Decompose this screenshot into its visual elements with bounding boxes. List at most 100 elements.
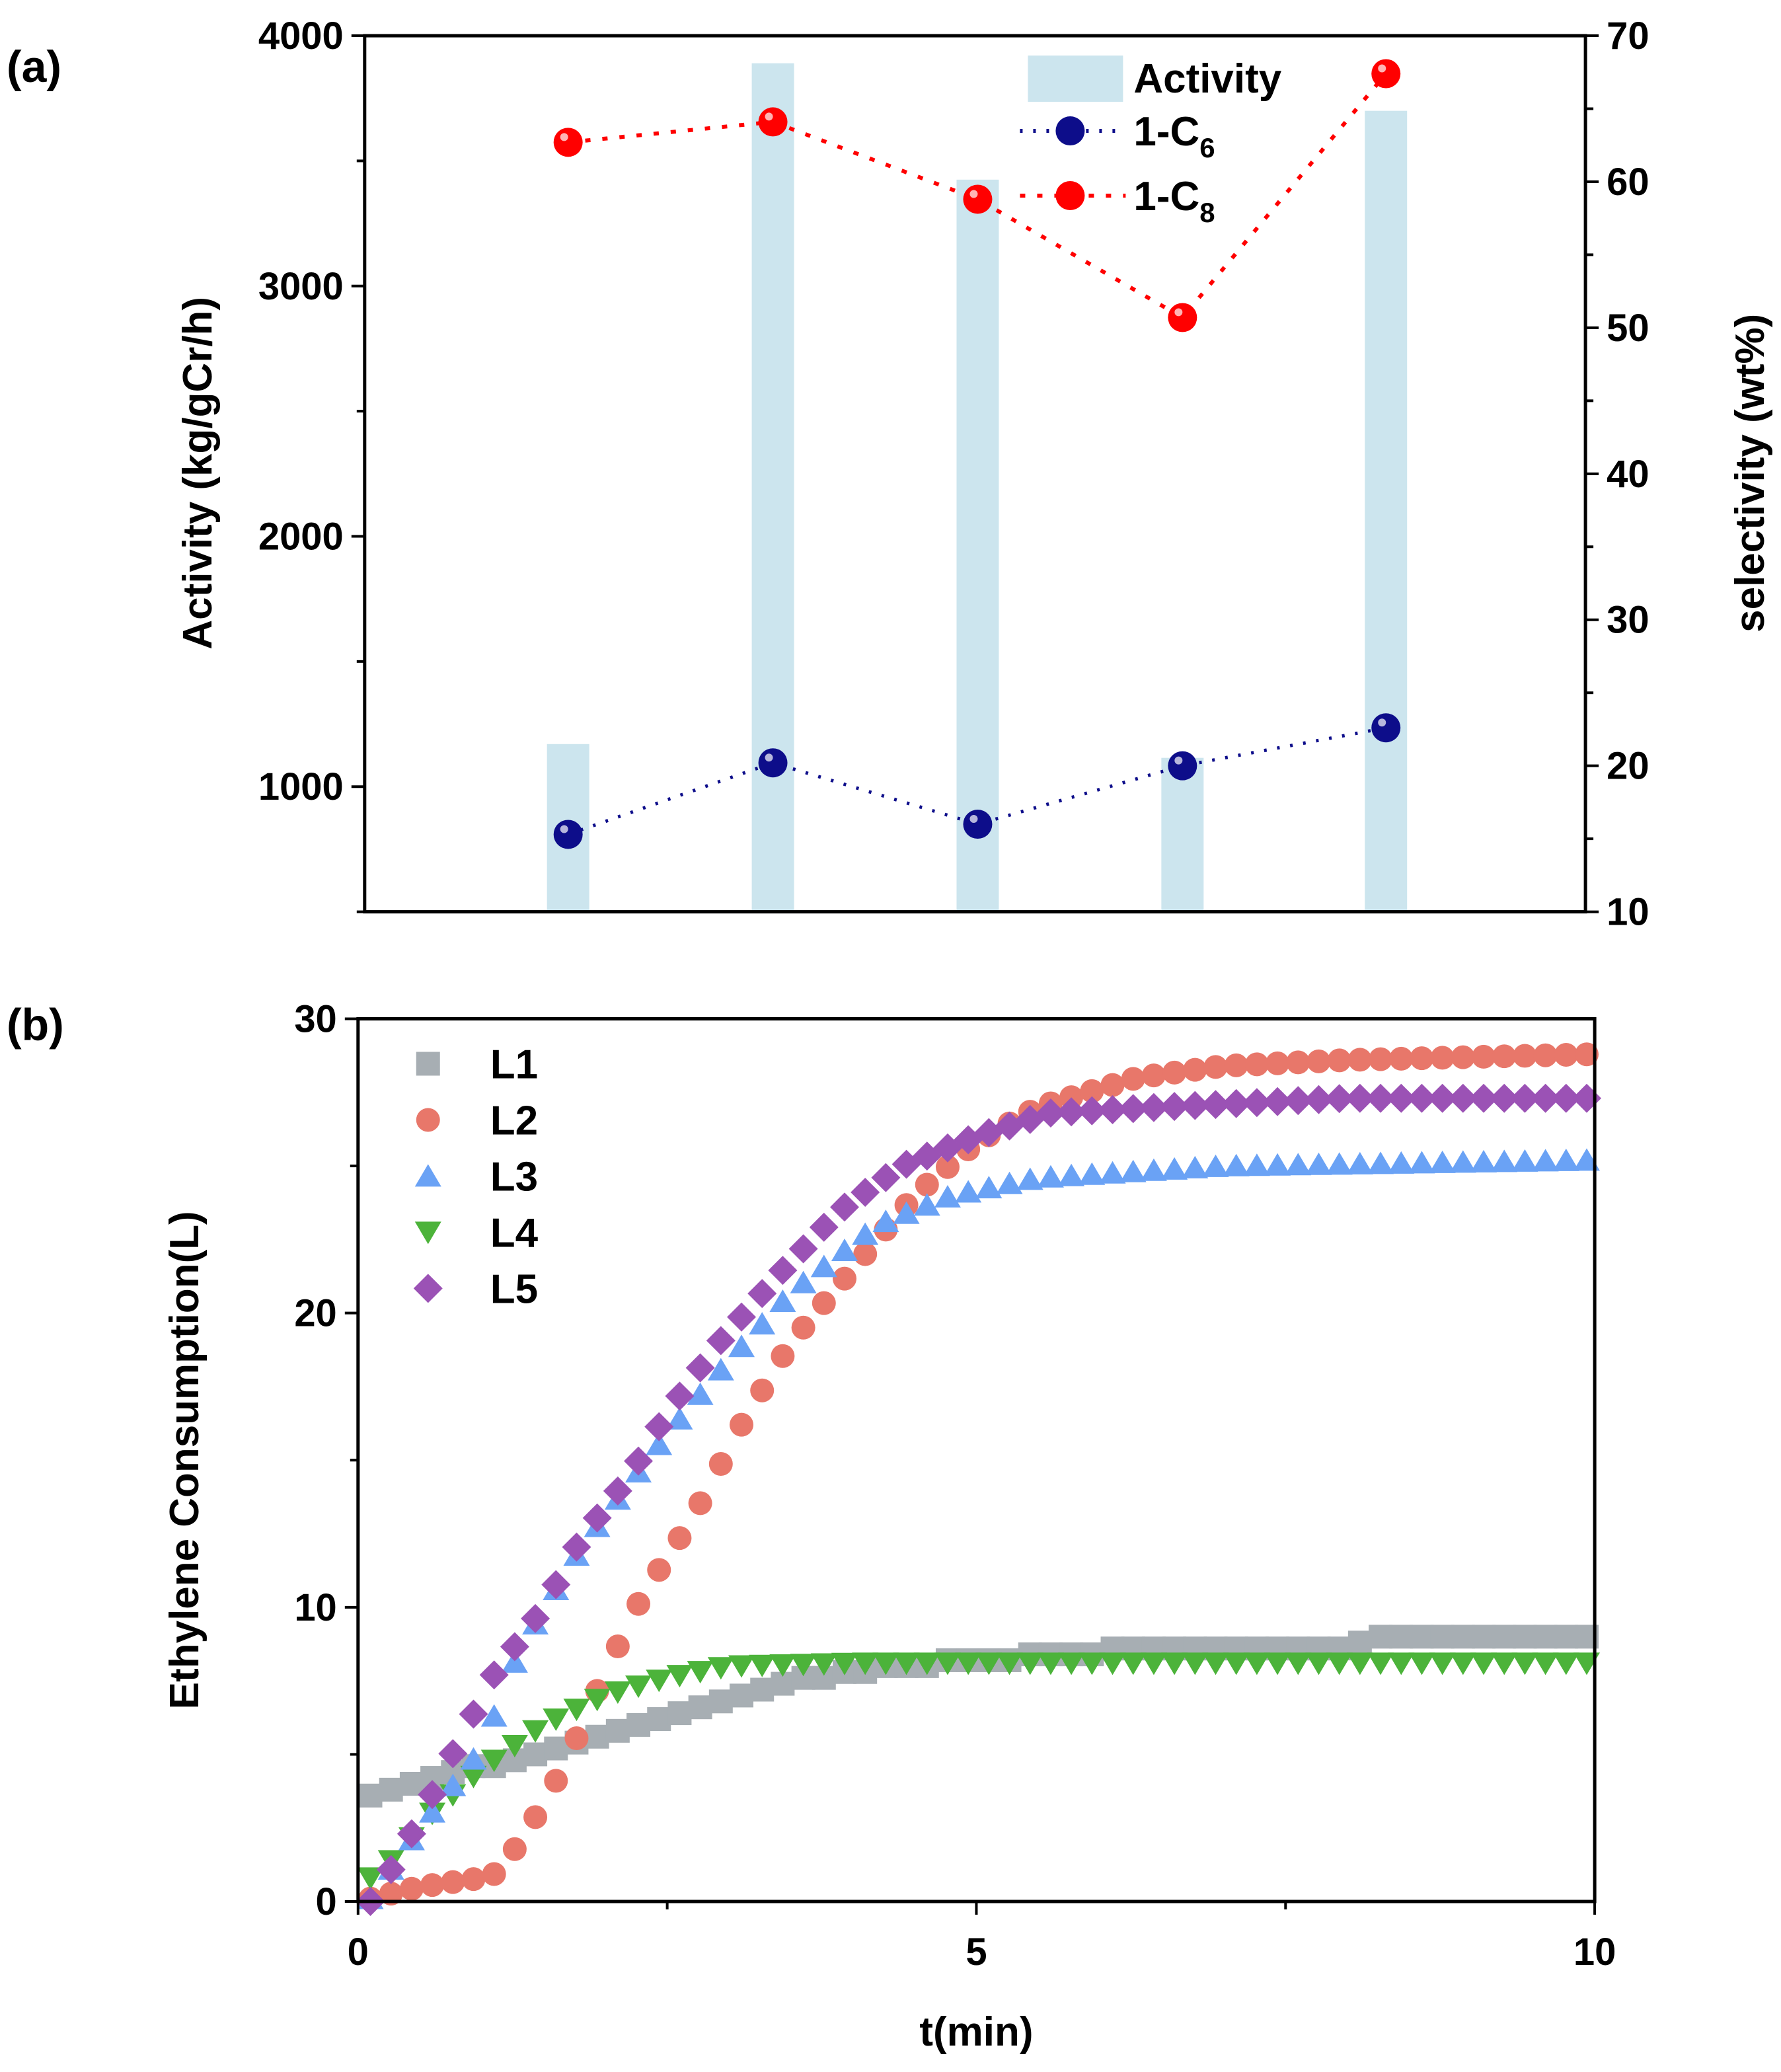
data-point: [439, 1773, 467, 1796]
data-point: [1554, 1042, 1578, 1067]
legend-label: L2: [490, 1098, 538, 1143]
data-point: [1369, 1625, 1393, 1649]
data-point: [707, 1358, 734, 1381]
legend-marker: [414, 1221, 441, 1245]
data-point: [419, 1800, 446, 1823]
data-point: [626, 1592, 651, 1616]
data-point: [1304, 1085, 1334, 1114]
data-point: [544, 1736, 568, 1761]
data-point: [1388, 1151, 1415, 1174]
data-point: [913, 1652, 940, 1675]
data-point: [1386, 1083, 1416, 1113]
x-tick-label: 10: [1573, 1931, 1616, 1974]
data-point: [730, 1683, 754, 1708]
data-point: [747, 1279, 777, 1309]
data-point: [1016, 1167, 1043, 1190]
data-point: [1264, 1652, 1291, 1675]
data-point: [1162, 1060, 1187, 1085]
data-point: [1080, 1079, 1104, 1103]
point-highlight: [765, 112, 773, 121]
data-point: [460, 1765, 487, 1788]
data-point: [1449, 1652, 1476, 1675]
data-point: [749, 1654, 776, 1677]
data-point: [1430, 1046, 1455, 1070]
data-point: [523, 1805, 548, 1829]
data-point: [1326, 1152, 1353, 1175]
data-point: [1346, 1151, 1373, 1174]
data-point: [1305, 1152, 1332, 1175]
chart-b: 0 5 10 0 10 20 30 t(min) Ethylene Consumption(L)…: [162, 999, 1616, 2055]
selectivity-point: [1371, 713, 1401, 743]
data-point: [790, 1270, 817, 1293]
data-point: [1572, 1083, 1601, 1113]
data-point: [1244, 1052, 1269, 1077]
data-point: [1513, 1625, 1537, 1649]
point-highlight: [560, 133, 568, 141]
data-point: [502, 1837, 527, 1861]
point-highlight: [1378, 64, 1386, 73]
data-point: [687, 1661, 714, 1684]
data-point: [1243, 1652, 1270, 1675]
data-point: [584, 1689, 611, 1712]
data-point: [851, 1178, 880, 1208]
data-point: [420, 1873, 445, 1898]
data-point: [1016, 1652, 1043, 1675]
data-point: [544, 1769, 568, 1793]
data-point: [872, 1652, 899, 1675]
data-point: [1161, 1157, 1188, 1180]
data-point: [769, 1289, 796, 1313]
left-tick-label: 4000: [258, 15, 344, 58]
data-point: [707, 1657, 734, 1680]
data-point: [769, 1654, 796, 1677]
data-point: [1388, 1652, 1415, 1675]
data-point: [790, 1654, 817, 1677]
selectivity-point: [963, 184, 993, 214]
data-point: [1202, 1154, 1229, 1177]
data-point: [1552, 1652, 1579, 1675]
selectivity-point: [1168, 303, 1197, 332]
data-point: [1552, 1148, 1579, 1171]
data-point: [1224, 1053, 1248, 1077]
data-point: [852, 1222, 879, 1245]
data-point: [1058, 1652, 1085, 1675]
point-highlight: [1378, 718, 1386, 727]
data-point: [357, 1867, 384, 1890]
right-tick-label: 30: [1607, 599, 1649, 642]
data-point: [1119, 1652, 1147, 1675]
y-tick-label: 20: [294, 1293, 336, 1335]
legend-label-selectivity: 1-C6: [1133, 109, 1215, 163]
data-point: [810, 1254, 837, 1278]
selectivity-point: [1371, 59, 1401, 89]
data-point: [1575, 1042, 1599, 1067]
data-point: [750, 1378, 775, 1402]
data-point: [521, 1603, 550, 1633]
right-tick-label: 70: [1607, 15, 1649, 58]
data-point: [955, 1652, 982, 1675]
data-point: [376, 1855, 406, 1884]
point-highlight: [969, 815, 978, 824]
data-point: [625, 1675, 652, 1699]
data-point: [852, 1652, 879, 1675]
activity-bar: [1365, 110, 1408, 912]
data-point: [1307, 1049, 1331, 1073]
data-point: [1079, 1652, 1106, 1675]
legend-label-subscript: 8: [1199, 197, 1215, 228]
data-point: [482, 1862, 506, 1886]
data-point: [1492, 1625, 1517, 1649]
activity-bar: [956, 179, 999, 912]
data-point: [893, 1652, 920, 1675]
data-point: [1223, 1153, 1250, 1176]
data-point: [1533, 1625, 1558, 1649]
x-tick-label: 0: [348, 1931, 369, 1974]
data-point: [1347, 1048, 1372, 1072]
data-point: [1451, 1045, 1475, 1069]
data-point: [1430, 1625, 1455, 1649]
data-point: [788, 1234, 818, 1264]
right-tick-label: 20: [1607, 746, 1649, 788]
data-point: [480, 1749, 508, 1773]
data-point: [832, 1266, 856, 1291]
point-highlight: [1174, 308, 1183, 317]
data-point: [1121, 1067, 1145, 1091]
legend-marker: [413, 1274, 443, 1303]
